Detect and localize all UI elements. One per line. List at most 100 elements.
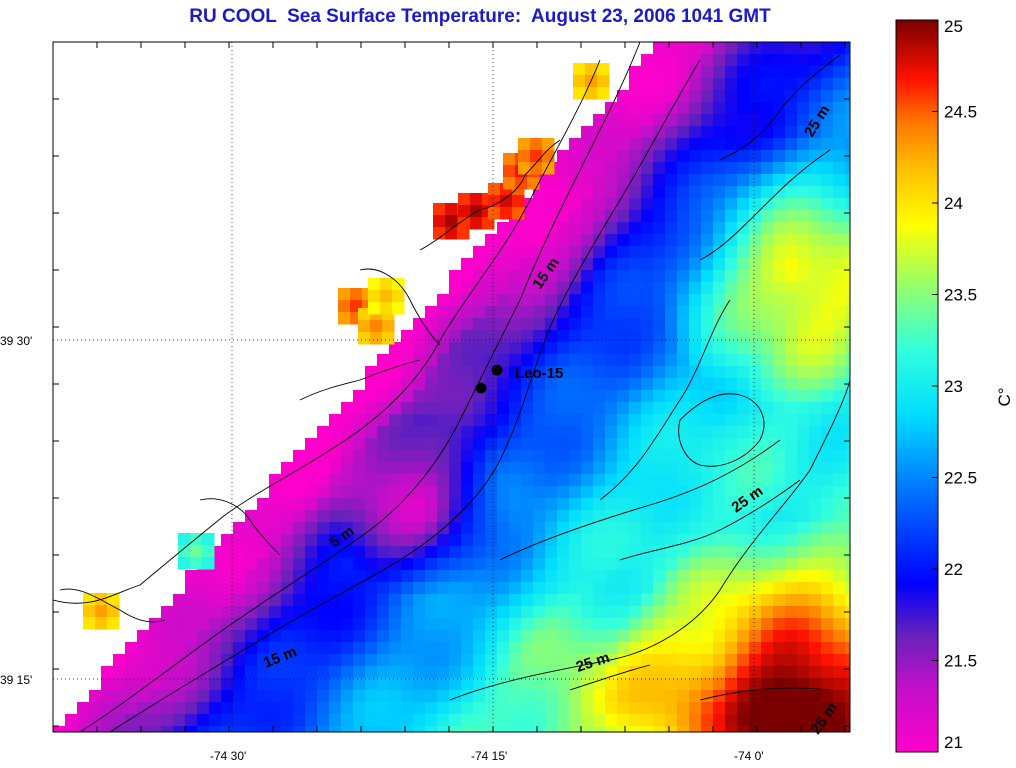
sst-cell [773,558,786,571]
sst-cell [557,342,570,355]
sst-cell [107,617,120,630]
sst-cell [725,582,738,595]
sst-cell [305,570,318,583]
sst-cell [629,210,642,223]
sst-cell [725,666,738,679]
sst-cell [317,654,330,667]
sst-cell [797,438,810,451]
sst-cell [701,462,714,475]
sst-cell [437,678,450,691]
sst-cell [317,702,330,715]
sst-cell [317,642,330,655]
sst-cell [437,402,450,415]
sst-cell [269,546,282,559]
sst-cell [713,66,726,79]
sst-cell [545,270,558,283]
sst-cell [521,510,534,523]
sst-cell [629,114,642,127]
sst-cell [737,318,750,331]
sst-cell [557,426,570,439]
sst-cell [305,606,318,619]
sst-cell [557,210,570,223]
sst-cell [641,150,654,163]
sst-cell [557,546,570,559]
sst-cell [569,198,582,211]
sst-cell [617,438,630,451]
sst-cell [773,198,786,211]
sst-cell [329,654,342,667]
sst-cell [809,690,822,703]
sst-cell [809,510,822,523]
sst-cell [533,462,546,475]
sst-cell [473,318,486,331]
sst-cell [785,582,798,595]
sst-cell [593,258,606,271]
sst-cell [269,474,282,487]
sst-cell [821,666,834,679]
sst-cell [557,414,570,427]
sst-cell [629,102,642,115]
sst-cell [737,102,750,115]
sst-cell [581,402,594,415]
sst-cell [725,414,738,427]
sst-cell [305,486,318,499]
sst-cell [701,414,714,427]
sst-cell [737,138,750,151]
sst-cell [173,666,186,679]
sst-cell [185,726,198,732]
sst-cell [521,306,534,319]
sst-cell [365,690,378,703]
sst-cell [341,690,354,703]
sst-cell [665,78,678,91]
sst-cell [641,222,654,235]
sst-cell [737,558,750,571]
sst-cell [581,270,594,283]
sst-cell [821,138,834,151]
sst-cell [569,318,582,331]
sst-cell [653,726,666,732]
sst-cell [533,630,546,643]
sst-cell [713,594,726,607]
sst-cell [461,678,474,691]
sst-cell [677,570,690,583]
sst-cell [389,342,402,355]
sst-cell [353,630,366,643]
sst-cell [293,690,306,703]
sst-cell [737,66,750,79]
sst-cell [509,522,522,535]
sst-cell [569,354,582,367]
sst-cell [377,690,390,703]
sst-cell [713,258,726,271]
sst-cell [413,486,426,499]
sst-cell [713,42,726,55]
sst-cell [545,498,558,511]
sst-cell [233,654,246,667]
sst-cell [497,726,510,732]
sst-cell [341,606,354,619]
sst-cell [173,642,186,655]
sst-cell [377,378,390,391]
sst-cell [677,630,690,643]
sst-cell [677,354,690,367]
sst-cell [545,450,558,463]
sst-cell [629,222,642,235]
sst-cell [401,510,414,523]
sst-cell [725,402,738,415]
sst-cell [449,582,462,595]
sst-cell [665,234,678,247]
sst-cell [365,402,378,415]
sst-cell [425,414,438,427]
sst-cell [221,558,234,571]
sst-cell [581,426,594,439]
sst-cell [533,294,546,307]
sst-cell [293,582,306,595]
sst-cell [569,186,582,199]
sst-cell [245,726,258,732]
sst-cell [749,198,762,211]
sst-cell [533,594,546,607]
sst-cell [449,594,462,607]
sst-cell [797,198,810,211]
sst-cell [380,302,393,315]
sst-cell [461,690,474,703]
sst-cell [833,462,846,475]
